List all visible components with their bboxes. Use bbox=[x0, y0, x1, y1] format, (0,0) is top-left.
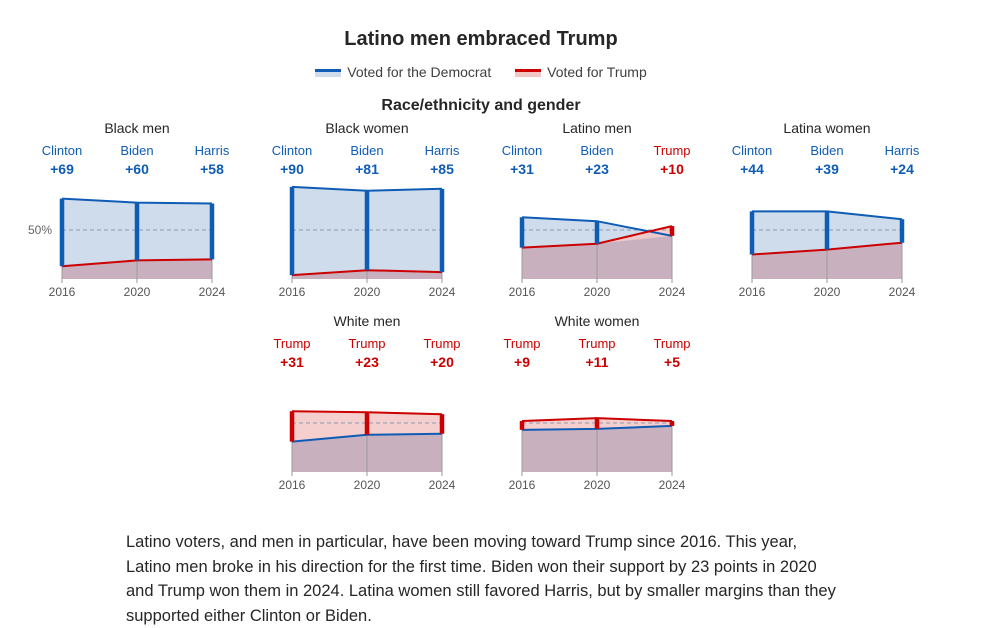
year-tick-label: 2020 bbox=[354, 478, 381, 492]
panel-title-black-men: Black men bbox=[104, 120, 169, 136]
winner-label: Harris bbox=[195, 143, 230, 158]
margin-label: +5 bbox=[664, 354, 680, 370]
year-tick-label: 2016 bbox=[509, 285, 536, 299]
body-paragraph: Latino voters, and men in particular, ha… bbox=[126, 533, 836, 625]
democrat-line bbox=[521, 424, 673, 431]
year-tick-label: 2024 bbox=[429, 478, 456, 492]
winner-label: Trump bbox=[653, 336, 690, 351]
year-tick-label: 2016 bbox=[509, 478, 536, 492]
winner-label: Biden bbox=[580, 143, 613, 158]
margin-label: +58 bbox=[200, 161, 224, 177]
margin-label: +39 bbox=[815, 161, 839, 177]
winner-label: Trump bbox=[273, 336, 310, 351]
legend-label-trump: Voted for Trump bbox=[547, 64, 647, 80]
panel-title-latina-women: Latina women bbox=[783, 120, 870, 136]
winner-label: Clinton bbox=[732, 143, 772, 158]
margin-label: +31 bbox=[510, 161, 534, 177]
trump-line bbox=[291, 269, 443, 277]
margin-label: +11 bbox=[586, 354, 609, 370]
year-tick-label: 2020 bbox=[814, 285, 841, 299]
margin-label: +23 bbox=[355, 354, 379, 370]
legend-item-democrat: Voted for the Democrat bbox=[315, 64, 491, 80]
margin-label: +81 bbox=[355, 161, 379, 177]
year-tick-label: 2024 bbox=[659, 285, 686, 299]
year-tick-label: 2016 bbox=[49, 285, 76, 299]
year-tick-label: 2016 bbox=[279, 478, 306, 492]
margin-label: +24 bbox=[890, 161, 914, 177]
trump-line bbox=[291, 410, 443, 416]
margin-label: +60 bbox=[125, 161, 149, 177]
winner-label: Biden bbox=[120, 143, 153, 158]
winner-label: Trump bbox=[653, 143, 690, 158]
legend-swatch-democrat bbox=[315, 69, 342, 78]
year-tick-label: 2020 bbox=[124, 285, 151, 299]
margin-label: +10 bbox=[660, 161, 684, 177]
year-tick-label: 2024 bbox=[199, 285, 226, 299]
winner-label: Biden bbox=[810, 143, 843, 158]
margin-label: +44 bbox=[740, 161, 764, 177]
legend-swatch-trump bbox=[515, 69, 542, 78]
margin-label: +20 bbox=[430, 354, 454, 370]
winner-label: Trump bbox=[578, 336, 615, 351]
winner-label: Clinton bbox=[42, 143, 82, 158]
margin-label: +90 bbox=[280, 161, 304, 177]
year-tick-label: 2024 bbox=[889, 285, 916, 299]
panel-title-black-women: Black women bbox=[325, 120, 408, 136]
margin-label: +9 bbox=[514, 354, 530, 370]
winner-label: Trump bbox=[503, 336, 540, 351]
year-tick-label: 2024 bbox=[659, 478, 686, 492]
winner-label: Harris bbox=[885, 143, 920, 158]
year-tick-label: 2020 bbox=[354, 285, 381, 299]
panel-title-latino-men: Latino men bbox=[562, 120, 631, 136]
chart-title: Latino men embraced Trump bbox=[344, 28, 618, 50]
panel-title-white-women: White women bbox=[555, 313, 640, 329]
year-tick-label: 2020 bbox=[584, 478, 611, 492]
winner-label: Trump bbox=[423, 336, 460, 351]
margin-label: +31 bbox=[280, 354, 304, 370]
legend: Voted for the Democrat Voted for Trump bbox=[0, 64, 962, 80]
winner-label: Harris bbox=[425, 143, 460, 158]
trump-line bbox=[61, 258, 213, 268]
margin-label: +69 bbox=[50, 161, 74, 177]
year-tick-label: 2016 bbox=[279, 285, 306, 299]
democrat-line bbox=[291, 432, 443, 443]
margin-label: +23 bbox=[585, 161, 609, 177]
year-tick-label: 2024 bbox=[429, 285, 456, 299]
year-tick-label: 2016 bbox=[739, 285, 766, 299]
margin-label: +85 bbox=[430, 161, 454, 177]
legend-item-trump: Voted for Trump bbox=[515, 64, 647, 80]
winner-label: Biden bbox=[350, 143, 383, 158]
small-multiples-chart: Black men Clinton +69 Biden +60 Harris +58 2016… bbox=[28, 120, 920, 492]
winner-label: Clinton bbox=[272, 143, 312, 158]
winner-label: Trump bbox=[348, 336, 385, 351]
reference-line-label: 50% bbox=[28, 223, 52, 237]
panel-title-white-men: White men bbox=[334, 313, 401, 329]
legend-label-democrat: Voted for the Democrat bbox=[347, 64, 492, 80]
winner-label: Clinton bbox=[502, 143, 542, 158]
year-tick-label: 2020 bbox=[584, 285, 611, 299]
chart-subtitle: Race/ethnicity and gender bbox=[381, 97, 581, 114]
